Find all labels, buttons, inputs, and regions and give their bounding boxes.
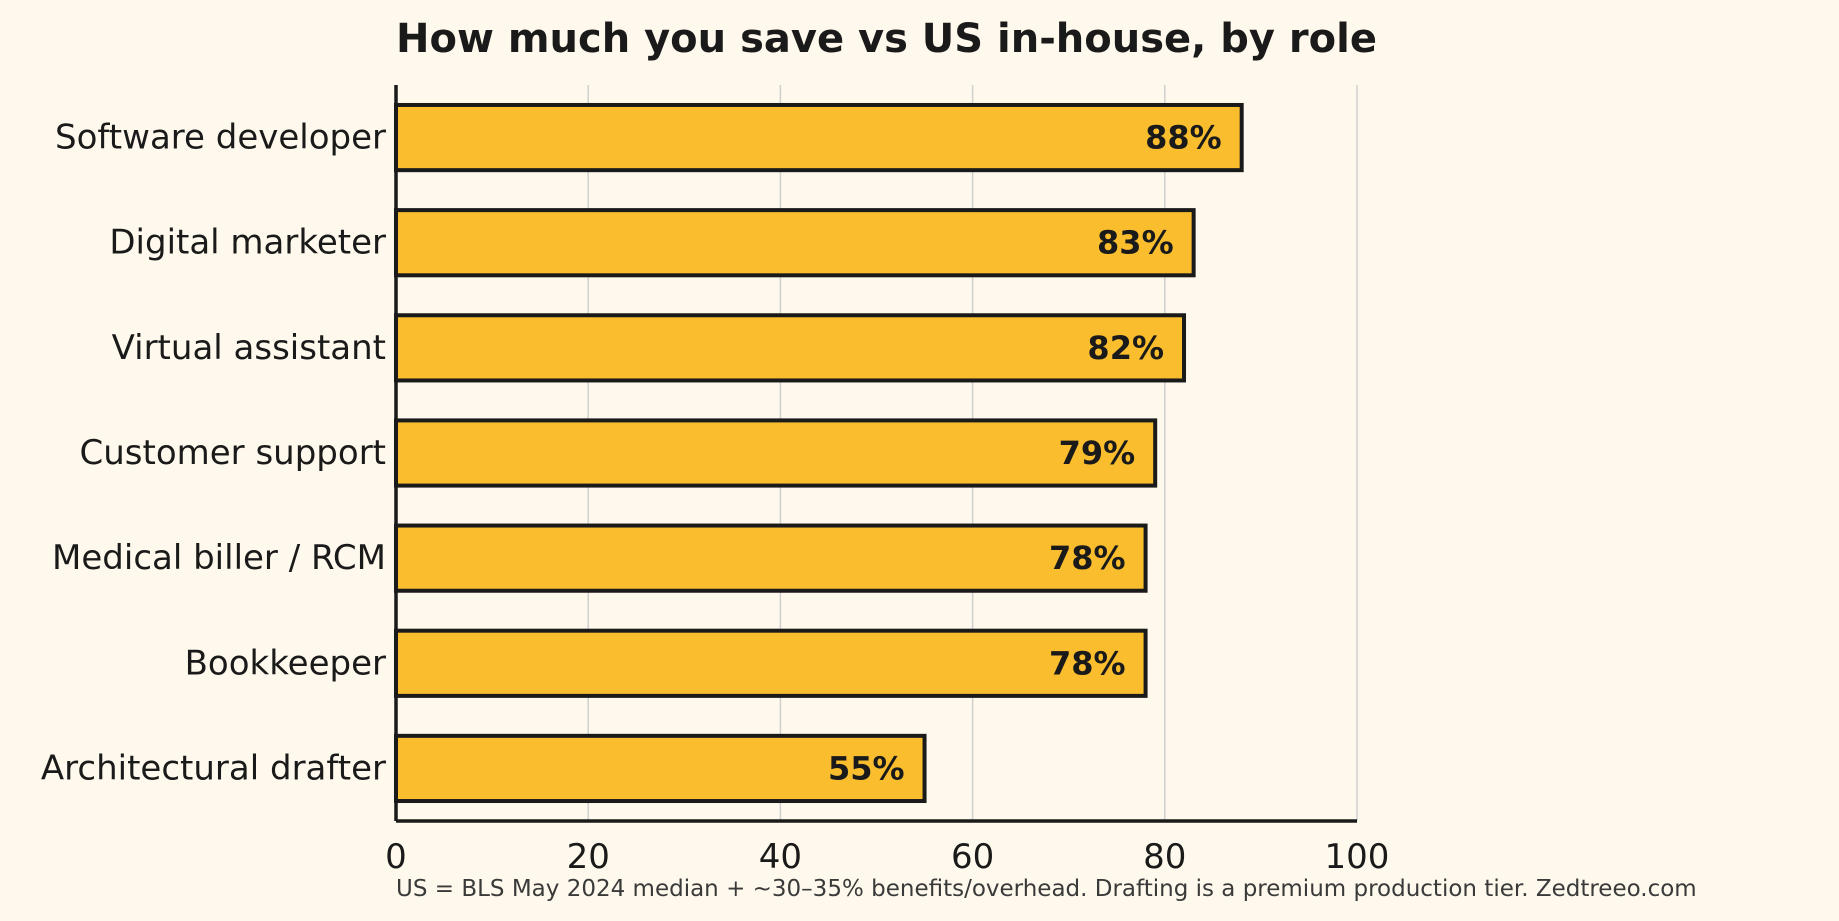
x-tick-label: 60 <box>951 837 994 877</box>
x-tick-label: 40 <box>759 837 802 877</box>
data-label: 55% <box>828 749 905 787</box>
category-label: Medical biller / RCM <box>52 538 386 578</box>
bar <box>394 313 1187 383</box>
x-tick-label: 0 <box>385 837 407 877</box>
chart-title: How much you save vs US in-house, by rol… <box>396 16 1377 62</box>
category-label: Customer support <box>80 433 387 473</box>
bar <box>394 628 1148 698</box>
bar <box>394 208 1196 278</box>
data-label: 79% <box>1059 434 1136 472</box>
bar <box>394 733 927 804</box>
bar <box>394 418 1158 488</box>
x-tick-label: 20 <box>567 837 610 877</box>
bar <box>394 102 1244 173</box>
labels: 0 20 40 60 80 100 Software developer 88% Digital… <box>41 118 1390 877</box>
data-label: 78% <box>1049 644 1126 682</box>
bar <box>394 523 1148 593</box>
data-label: 78% <box>1049 539 1126 577</box>
data-label: 83% <box>1097 224 1174 262</box>
category-label: Virtual assistant <box>112 328 386 368</box>
category-label: Digital marketer <box>109 223 386 263</box>
category-label: Architectural drafter <box>41 748 386 788</box>
data-label: 82% <box>1087 329 1164 367</box>
axes <box>394 85 1357 823</box>
chart-footnote: US = BLS May 2024 median + ~30–35% benef… <box>396 876 1697 902</box>
x-tick-label: 80 <box>1143 837 1186 877</box>
category-label: Software developer <box>55 118 386 158</box>
x-tick-label: 100 <box>1325 837 1390 877</box>
data-label: 88% <box>1145 119 1222 157</box>
category-label: Bookkeeper <box>185 643 386 683</box>
